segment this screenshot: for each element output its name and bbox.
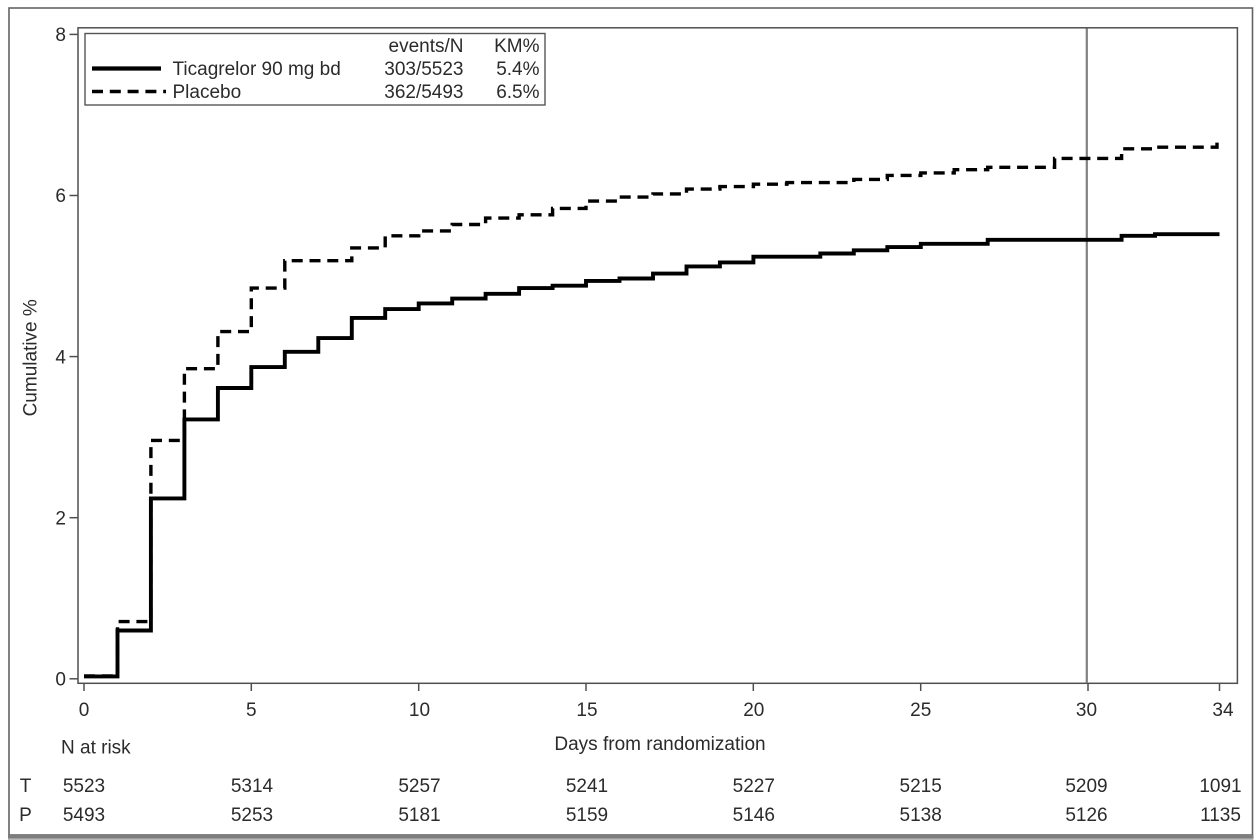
svg-text:5493: 5493 [63,805,105,826]
svg-text:5.4%: 5.4% [496,59,539,80]
svg-text:5227: 5227 [733,776,775,797]
svg-text:5253: 5253 [231,805,273,826]
svg-text:6.5%: 6.5% [496,82,539,103]
svg-text:5209: 5209 [1065,776,1107,797]
svg-text:Ticagrelor 90 mg bd: Ticagrelor 90 mg bd [173,59,341,80]
svg-text:5146: 5146 [733,805,775,826]
svg-text:5241: 5241 [566,776,608,797]
svg-text:5314: 5314 [231,776,274,797]
svg-text:Placebo: Placebo [173,82,242,103]
svg-text:events/N: events/N [389,36,464,57]
svg-text:5181: 5181 [398,805,440,826]
svg-text:4: 4 [55,347,66,368]
svg-text:6: 6 [55,186,66,207]
svg-text:5215: 5215 [900,776,942,797]
svg-text:15: 15 [576,700,597,721]
svg-text:5126: 5126 [1065,805,1107,826]
svg-text:303/5523: 303/5523 [384,59,463,80]
svg-text:1135: 1135 [1200,805,1241,826]
svg-text:5523: 5523 [63,776,105,797]
svg-text:0: 0 [79,700,90,721]
svg-text:362/5493: 362/5493 [384,82,463,103]
svg-text:25: 25 [910,700,931,721]
svg-text:20: 20 [743,700,764,721]
svg-text:KM%: KM% [494,36,540,57]
svg-text:5257: 5257 [398,776,440,797]
svg-text:T: T [20,776,32,797]
svg-text:Days from randomization: Days from randomization [554,734,765,755]
svg-text:5159: 5159 [566,805,608,826]
svg-text:N at risk: N at risk [61,738,131,759]
svg-text:30: 30 [1076,700,1097,721]
svg-text:P: P [19,805,32,826]
svg-text:8: 8 [55,25,66,46]
svg-text:2: 2 [55,508,66,529]
svg-text:Cumulative %: Cumulative % [21,299,42,416]
svg-text:5: 5 [246,700,257,721]
svg-text:0: 0 [55,670,66,691]
svg-text:10: 10 [409,700,430,721]
svg-text:34: 34 [1212,700,1234,721]
svg-text:5138: 5138 [900,805,942,826]
svg-text:1091: 1091 [1199,776,1241,797]
